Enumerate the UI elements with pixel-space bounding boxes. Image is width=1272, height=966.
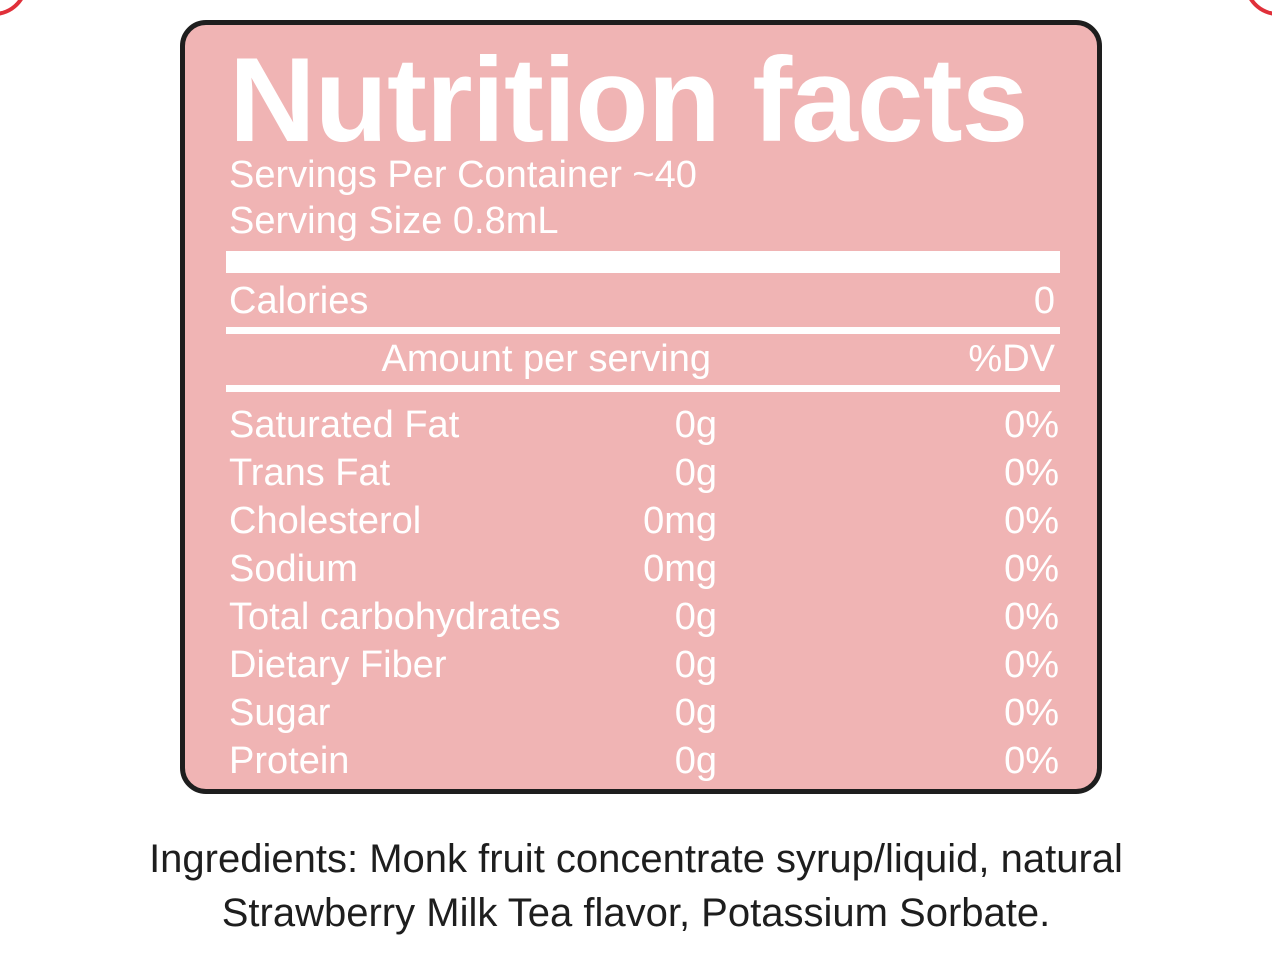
amount-per-serving-header: Amount per serving	[381, 338, 712, 380]
nutrition-title: Nutrition facts	[229, 33, 1028, 167]
nutrient-name: Sugar	[229, 692, 331, 734]
nutrient-dv: 0%	[1004, 500, 1059, 542]
nutrient-name: Saturated Fat	[229, 404, 460, 446]
nutrient-dv: 0%	[1004, 452, 1059, 494]
nutrient-dv: 0%	[1004, 404, 1059, 446]
nutrient-row: Sugar 0g 0%	[229, 689, 1059, 737]
nutrient-row: Total carbohydrates 0g 0%	[229, 593, 1059, 641]
nutrient-name: Trans Fat	[229, 452, 391, 494]
calories-value: 0	[1033, 280, 1055, 322]
nutrient-dv: 0%	[1004, 740, 1059, 782]
nutrient-name: Sodium	[229, 548, 358, 590]
ingredients-line-2: Strawberry Milk Tea flavor, Potassium So…	[221, 891, 1051, 935]
nutrient-name: Protein	[229, 740, 350, 782]
nutrient-row: Protein 0g 0%	[229, 737, 1059, 785]
ingredients-line-1: Ingredients: Monk fruit concentrate syru…	[149, 837, 1123, 881]
calories-label: Calories	[229, 280, 369, 322]
nutrient-dv: 0%	[1004, 548, 1059, 590]
servings-per-container: Servings Per Container ~40	[229, 154, 697, 196]
nutrient-name: Dietary Fiber	[229, 644, 447, 686]
divider-calories	[226, 327, 1060, 334]
nutrient-amount: 0g	[674, 404, 717, 446]
nutrient-row: Dietary Fiber 0g 0%	[229, 641, 1059, 689]
ingredients-text: Ingredients: Monk fruit concentrate syru…	[0, 832, 1272, 940]
nutrient-dv: 0%	[1004, 692, 1059, 734]
nutrient-amount: 0g	[674, 452, 717, 494]
decorative-arc-right	[1244, 0, 1272, 16]
nutrient-row: Saturated Fat 0g 0%	[229, 401, 1059, 449]
nutrient-row: Trans Fat 0g 0%	[229, 449, 1059, 497]
nutrient-amount: 0g	[674, 740, 717, 782]
nutrient-amount: 0g	[674, 644, 717, 686]
divider-thick	[226, 251, 1060, 273]
decorative-arc-left	[0, 0, 28, 16]
nutrient-name: Total carbohydrates	[229, 596, 561, 638]
daily-value-header: %DV	[968, 338, 1055, 380]
nutrition-facts-panel: Nutrition facts Servings Per Container ~…	[180, 20, 1102, 794]
nutrient-dv: 0%	[1004, 596, 1059, 638]
nutrient-row: Cholesterol 0mg 0%	[229, 497, 1059, 545]
nutrient-dv: 0%	[1004, 644, 1059, 686]
nutrient-amount: 0g	[674, 596, 717, 638]
nutrient-row: Sodium 0mg 0%	[229, 545, 1059, 593]
nutrient-amount: 0mg	[643, 548, 717, 590]
serving-size: Serving Size 0.8mL	[229, 200, 559, 242]
nutrient-name: Cholesterol	[229, 500, 422, 542]
divider-header	[226, 385, 1060, 392]
nutrient-amount: 0mg	[643, 500, 717, 542]
nutrient-list: Saturated Fat 0g 0% Trans Fat 0g 0% Chol…	[229, 401, 1059, 785]
nutrient-amount: 0g	[674, 692, 717, 734]
